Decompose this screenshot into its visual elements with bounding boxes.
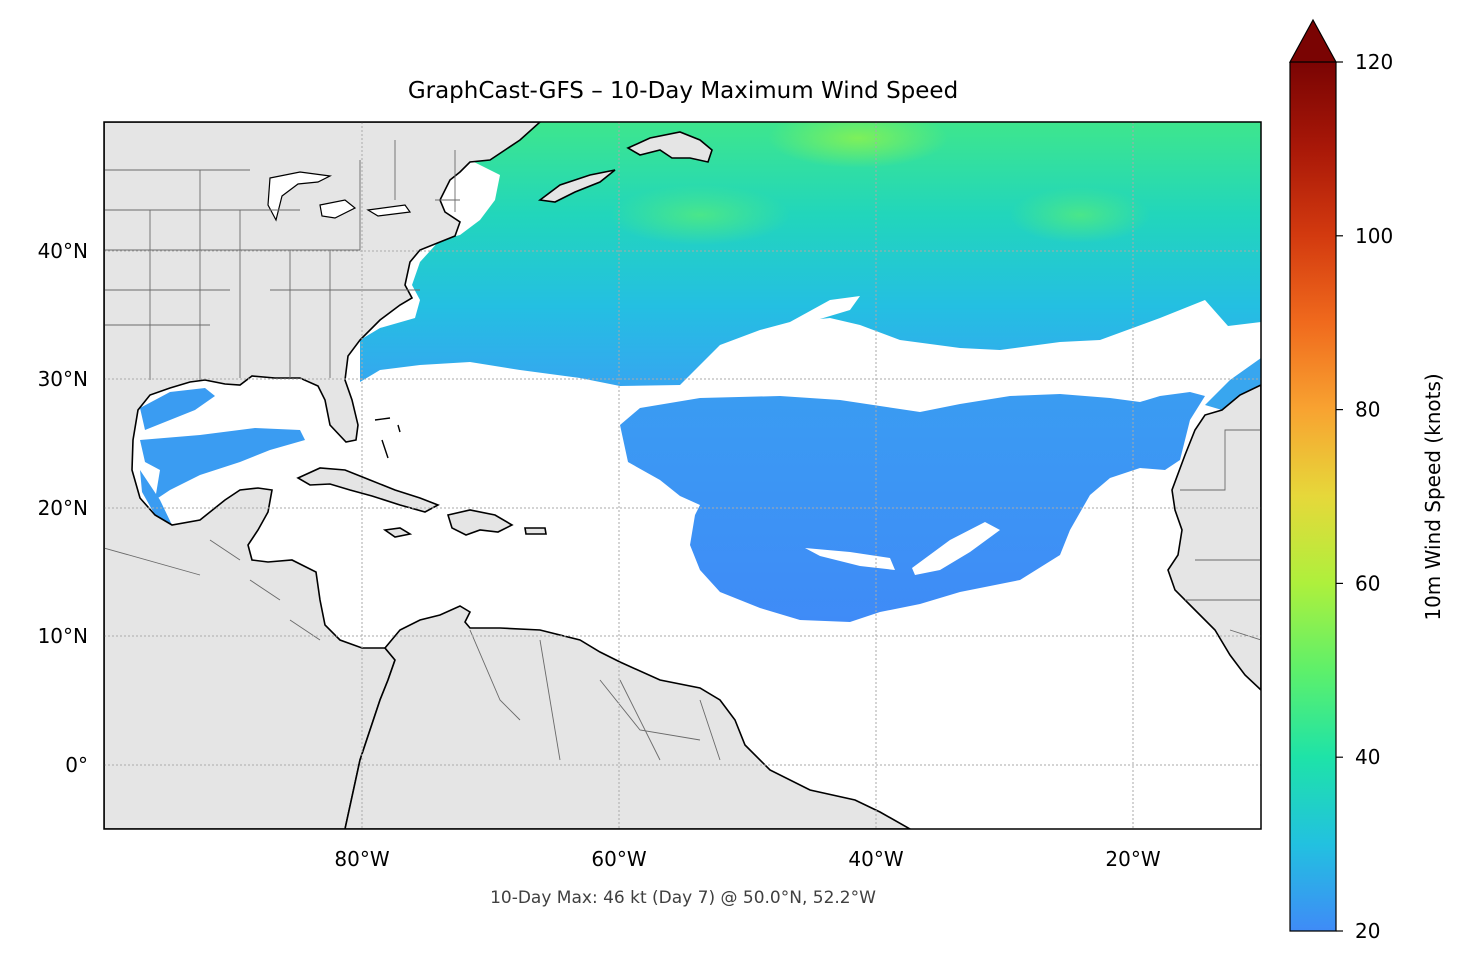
colorbar-tick-label: 60 [1355, 571, 1380, 595]
max-wind-annotation: 10-Day Max: 46 kt (Day 7) @ 50.0°N, 52.2… [490, 888, 876, 908]
colorbar-tick-label: 120 [1355, 50, 1393, 74]
lat-tick-label: 40°N [38, 239, 88, 263]
map-frame [103, 121, 1262, 830]
lon-tick-label: 60°W [591, 847, 646, 871]
colorbar-tick-label: 100 [1355, 224, 1393, 248]
colorbar-gradient [1290, 62, 1336, 931]
lon-tick-label: 80°W [334, 847, 389, 871]
colorbar-tick-label: 40 [1355, 745, 1380, 769]
wind-field-africa [1205, 358, 1261, 410]
lat-tick-label: 10°N [38, 624, 88, 648]
wind-max-spot [768, 122, 948, 168]
lon-tick-label: 40°W [848, 847, 903, 871]
colorbar-frame [1289, 62, 1337, 932]
land-hispaniola [446, 509, 514, 536]
land-north-america [104, 122, 542, 829]
land-nova-scotia [537, 169, 616, 203]
gridlines [104, 122, 1261, 829]
colorbar-tick-label: 20 [1355, 919, 1380, 943]
wind-field-trade [620, 392, 1205, 622]
map-content [104, 122, 1261, 829]
chart-title: GraphCast-GFS – 10-Day Maximum Wind Spee… [408, 78, 958, 104]
lon-tick-labels: 80°W 60°W 40°W 20°W [334, 847, 1160, 871]
wind-gap [790, 296, 860, 322]
lon-tick-label: 20°W [1105, 847, 1160, 871]
colorbar: 20 40 60 80 100 120 10m Wind Speed (knots) [1288, 18, 1445, 943]
colorbar-ticks: 20 40 60 80 100 120 [1336, 50, 1393, 943]
wind-spot-west [610, 185, 790, 245]
map-panel: 80°W 60°W 40°W 20°W 40°N 30°N 20°N 10°N … [38, 121, 1262, 908]
wind-field-gulf [140, 388, 305, 525]
wind-spot-east [1010, 187, 1150, 243]
land-jamaica [382, 527, 413, 538]
lat-tick-label: 20°N [38, 496, 88, 520]
land-cuba [296, 467, 440, 513]
wind-field-gap [805, 522, 1000, 575]
admin-borders [104, 140, 1261, 761]
lat-tick-labels: 40°N 30°N 20°N 10°N 0° [38, 239, 88, 777]
colorbar-tick-label: 80 [1355, 398, 1380, 422]
colorbar-label: 10m Wind Speed (knots) [1421, 373, 1445, 620]
land-bahamas [374, 417, 401, 459]
land-puerto-rico [524, 527, 547, 535]
land-africa [1167, 384, 1261, 692]
lat-tick-label: 30°N [38, 367, 88, 391]
lat-tick-label: 0° [65, 753, 88, 777]
land-newfoundland [626, 131, 713, 163]
colorbar-extend-arrow [1288, 18, 1338, 63]
